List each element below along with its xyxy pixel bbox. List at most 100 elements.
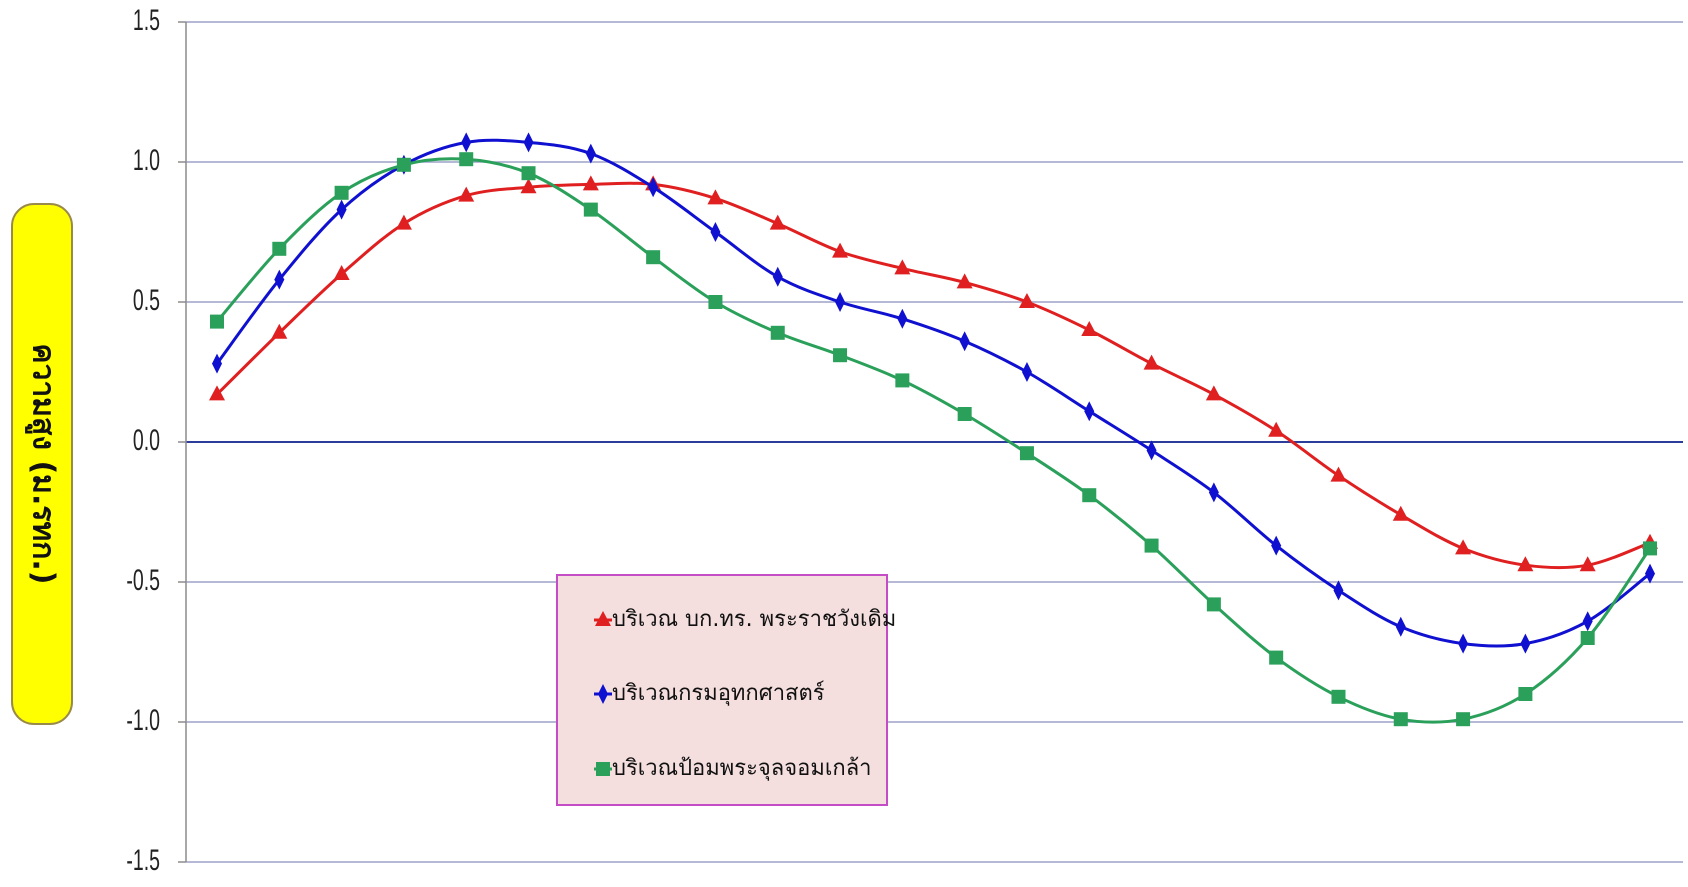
gridlines <box>186 21 1683 863</box>
series-diamond <box>212 132 1655 654</box>
data-point <box>1517 556 1534 572</box>
legend-box <box>556 574 888 806</box>
data-point <box>833 348 848 363</box>
data-point <box>210 314 224 329</box>
y-tick-label: 0.0 <box>133 424 160 457</box>
series-lines <box>209 132 1658 727</box>
data-point <box>1206 597 1221 612</box>
data-point <box>1021 362 1032 382</box>
data-point <box>585 143 596 164</box>
legend-marker-triangle <box>594 611 612 626</box>
data-point <box>772 266 783 287</box>
data-point <box>1146 440 1157 461</box>
data-point <box>396 157 411 172</box>
legend-label: บริเวณ บก.ทร. พระราชวังเดิม <box>612 607 896 632</box>
y-tick-label: 1.0 <box>133 144 160 177</box>
data-point <box>956 273 973 289</box>
data-point <box>769 214 786 230</box>
data-point <box>895 373 910 388</box>
data-point <box>646 250 661 265</box>
data-point <box>648 177 659 198</box>
legend-marker-diamond <box>594 684 612 704</box>
data-point <box>1579 556 1596 572</box>
series-line <box>215 181 1651 570</box>
y-axis-label-text: ความสูง (ม.รทก.) <box>25 344 61 585</box>
data-point <box>395 214 412 230</box>
data-point <box>333 265 350 280</box>
data-point <box>523 132 534 153</box>
data-point <box>1271 535 1282 556</box>
data-point <box>710 222 721 242</box>
legend-symbol <box>596 762 610 776</box>
y-tick-label: -1.0 <box>126 704 160 737</box>
data-point <box>272 241 287 256</box>
data-point <box>1393 712 1408 727</box>
data-point <box>1019 446 1034 461</box>
data-point <box>1582 611 1593 632</box>
data-point <box>459 152 474 167</box>
data-point <box>274 269 285 290</box>
legend-label: บริเวณกรมอุทกศาสตร์ <box>612 681 825 706</box>
data-point <box>1082 488 1097 503</box>
data-point <box>832 242 849 258</box>
data-point <box>1392 505 1409 521</box>
legend-item-red: บริเวณ บก.ทร. พระราชวังเดิม <box>594 607 896 632</box>
y-tick-label: -1.5 <box>126 844 160 877</box>
legend: บริเวณ บก.ทร. พระราชวังเดิม บริเวณกรมอุท… <box>556 574 896 806</box>
data-point <box>1208 482 1219 503</box>
y-tick-label: -0.5 <box>126 564 160 597</box>
data-point <box>1144 538 1159 553</box>
y-tick-label: 1.5 <box>133 4 160 37</box>
data-point <box>1268 421 1285 437</box>
data-point <box>835 292 846 312</box>
data-point <box>770 325 785 340</box>
data-point <box>707 189 724 205</box>
data-point <box>1269 650 1284 665</box>
y-axis-label: ความสูง (ม.รทก.) <box>11 203 73 725</box>
data-point <box>1580 631 1595 645</box>
data-point <box>583 202 598 217</box>
series-line <box>215 157 1652 724</box>
data-point <box>708 295 723 309</box>
series-square <box>210 152 1657 727</box>
data-point <box>520 178 537 194</box>
data-point <box>959 331 970 352</box>
data-point <box>212 353 222 374</box>
data-point <box>1143 354 1160 370</box>
series-line <box>215 138 1651 648</box>
data-point <box>1458 633 1469 654</box>
data-point <box>1645 563 1655 584</box>
y-tick-labels: 1.5 1.0 0.5 0.0 -0.5 -1.0 -1.5 <box>126 4 160 877</box>
data-point <box>1333 580 1344 601</box>
legend-item-green: บริเวณป้อมพระจุลจอมเกล้า <box>594 756 872 781</box>
data-point <box>582 175 599 191</box>
data-point <box>894 259 911 275</box>
data-point <box>1455 539 1472 555</box>
data-point <box>1331 689 1346 704</box>
data-point <box>1205 385 1222 401</box>
data-point <box>271 323 288 339</box>
data-point <box>1084 401 1095 422</box>
y-tick-label: 0.5 <box>133 284 160 317</box>
legend-label: บริเวณป้อมพระจุลจอมเกล้า <box>612 756 872 781</box>
data-point <box>1395 616 1406 637</box>
data-point <box>1330 466 1347 482</box>
data-point <box>209 385 225 401</box>
data-point <box>521 166 536 181</box>
data-point <box>334 185 349 200</box>
legend-symbol <box>598 684 608 704</box>
data-point <box>461 132 472 153</box>
legend-symbol <box>595 611 611 626</box>
data-point <box>1643 541 1657 556</box>
data-point <box>1018 293 1035 308</box>
legend-item-blue: บริเวณกรมอุทกศาสตร์ <box>594 681 825 706</box>
series-triangle <box>209 175 1658 572</box>
data-point <box>336 199 347 220</box>
y-axis <box>178 21 187 863</box>
data-point <box>458 186 475 202</box>
y-axis-label-box <box>11 203 73 725</box>
data-point <box>1456 712 1471 727</box>
data-point <box>897 308 908 329</box>
data-point <box>1520 633 1531 654</box>
